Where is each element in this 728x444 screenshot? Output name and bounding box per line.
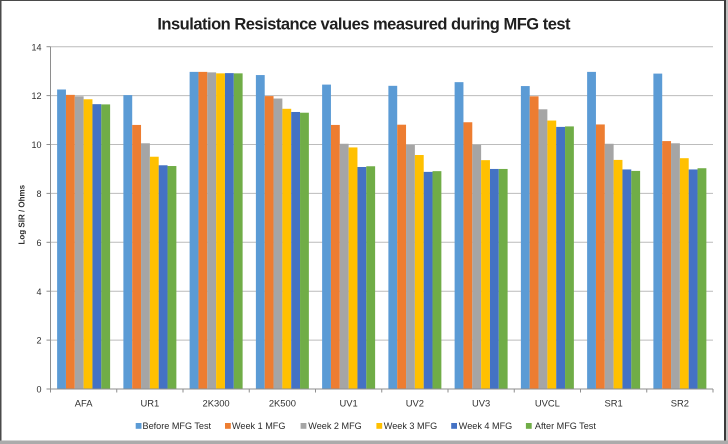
svg-text:UV1: UV1 [339, 398, 357, 409]
svg-text:Insulation Resistance values m: Insulation Resistance values measured du… [157, 15, 571, 33]
svg-text:Before MFG Test: Before MFG Test [143, 421, 212, 431]
svg-text:6: 6 [36, 238, 41, 248]
svg-text:8: 8 [36, 189, 41, 199]
svg-text:UVCL: UVCL [535, 398, 560, 409]
svg-text:2K300: 2K300 [203, 398, 230, 409]
svg-text:After MFG Test: After MFG Test [535, 421, 596, 431]
svg-text:AFA: AFA [75, 398, 93, 409]
svg-text:4: 4 [36, 287, 41, 297]
svg-text:UV3: UV3 [472, 398, 490, 409]
svg-text:UV2: UV2 [406, 398, 424, 409]
svg-text:0: 0 [36, 385, 41, 395]
svg-text:SR1: SR1 [604, 398, 622, 409]
svg-text:SR2: SR2 [671, 398, 689, 409]
svg-text:UR1: UR1 [141, 398, 160, 409]
svg-text:12: 12 [31, 91, 41, 101]
svg-text:Log SIR / Ohms: Log SIR / Ohms [17, 184, 26, 244]
svg-text:Week 1 MFG: Week 1 MFG [232, 421, 285, 431]
svg-text:Week 2 MFG: Week 2 MFG [308, 421, 361, 431]
svg-text:Week 4 MFG: Week 4 MFG [459, 421, 512, 431]
svg-text:2K500: 2K500 [269, 398, 296, 409]
svg-text:10: 10 [31, 140, 41, 150]
svg-text:Week 3 MFG: Week 3 MFG [384, 421, 437, 431]
svg-text:14: 14 [31, 42, 41, 52]
svg-text:2: 2 [36, 336, 41, 346]
